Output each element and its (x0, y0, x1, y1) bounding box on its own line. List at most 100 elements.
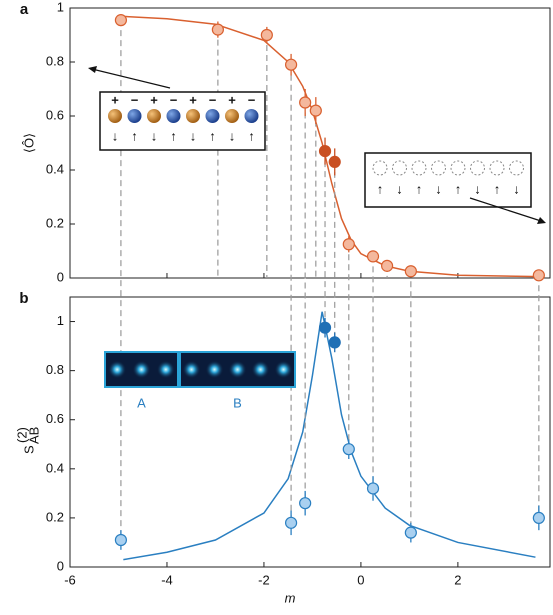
y-tick-label: 0.2 (46, 215, 64, 230)
plot-frame (69, 296, 551, 568)
region-label: A (137, 395, 146, 410)
x-tick-label: 0 (357, 572, 364, 587)
empty-site (372, 160, 388, 176)
spin-arrow: ↑ (377, 181, 384, 196)
x-axis-label: m (285, 590, 296, 605)
atom (108, 109, 122, 123)
x-tick-label: -6 (64, 572, 76, 587)
atom (186, 109, 200, 123)
charge-sign: − (209, 92, 217, 107)
empty-site (509, 160, 524, 176)
panel-label: b (19, 290, 28, 307)
spin-arrow: ↓ (190, 128, 197, 143)
ion-glow (132, 360, 151, 379)
charge-sign: + (150, 92, 158, 107)
spin-arrow: ↓ (474, 181, 481, 196)
inset-box (99, 91, 266, 151)
empty-site (431, 160, 446, 176)
data-point (342, 238, 355, 251)
data-point (342, 443, 355, 456)
y-axis-label: ⟨Ô⟩ (21, 133, 36, 153)
empty-site (470, 160, 485, 176)
spin-arrow: ↓ (435, 181, 442, 196)
charge-sign: − (170, 92, 178, 107)
fit-line (123, 311, 536, 561)
y-tick-label: 0 (57, 269, 64, 284)
data-point (284, 516, 298, 529)
charge-sign: − (248, 92, 256, 107)
y-label-sub: AB (26, 427, 41, 444)
ion-glow (108, 360, 127, 379)
data-point (284, 58, 298, 71)
data-point (328, 336, 341, 349)
ion-glow (251, 360, 270, 379)
x-tick-label: 2 (454, 572, 461, 587)
empty-site (392, 160, 407, 176)
y-tick-label: 0.6 (46, 107, 64, 122)
y-tick-label: 0.4 (46, 460, 64, 475)
data-point (114, 533, 128, 547)
empty-site (450, 160, 466, 176)
spin-arrow: ↑ (209, 128, 216, 143)
spin-arrow: ↑ (170, 128, 177, 143)
charge-sign: + (111, 92, 119, 107)
y-tick-label: 1 (57, 313, 64, 328)
data-point (114, 14, 128, 27)
y-label-main: S (21, 445, 36, 454)
data-point (318, 321, 332, 334)
y-tick-label: 0.6 (46, 411, 64, 426)
y-tick-label: 0.4 (46, 161, 64, 176)
panel-label: a (20, 1, 29, 18)
spin-arrow: ↑ (248, 128, 255, 143)
ion-glow (182, 360, 201, 379)
data-point (404, 526, 417, 539)
atom (225, 109, 239, 123)
pointer-arrow (91, 68, 171, 89)
empty-site (411, 160, 427, 176)
data-point (328, 155, 341, 168)
spin-arrow: ↑ (494, 181, 501, 196)
spin-arrow: ↓ (396, 181, 403, 196)
ion-glow (274, 360, 293, 379)
data-point (366, 482, 380, 495)
empty-site (489, 160, 505, 176)
y-tick-label: 1 (57, 0, 64, 14)
arrow-head (537, 217, 546, 224)
data-point (366, 250, 380, 263)
data-point (309, 104, 322, 117)
spin-arrow: ↑ (455, 181, 462, 196)
y-tick-label: 0.2 (46, 509, 64, 524)
data-point (532, 511, 545, 525)
ion-glow (205, 360, 224, 379)
atom (244, 109, 259, 123)
ion-glow (228, 360, 247, 379)
fit-line (118, 15, 541, 278)
data-point (260, 28, 273, 42)
ion-glow (156, 360, 175, 379)
spin-arrow: ↓ (151, 128, 158, 143)
data-point (380, 259, 394, 272)
plot-frame (69, 7, 551, 279)
atom (147, 109, 161, 123)
y-label-sup: (2) (14, 427, 29, 443)
x-tick-label: -2 (258, 572, 270, 587)
spin-arrow: ↑ (416, 181, 423, 196)
data-point (299, 497, 312, 510)
spin-arrow: ↓ (513, 181, 520, 196)
data-point (299, 96, 312, 109)
x-tick-label: -4 (161, 572, 173, 587)
data-point (404, 265, 417, 278)
charge-sign: − (131, 92, 139, 107)
inset-box (364, 152, 532, 208)
atom (205, 109, 220, 123)
pointer-arrow (469, 197, 542, 222)
region-label: B (233, 395, 242, 410)
atom (166, 109, 181, 123)
data-point (532, 269, 545, 282)
y-tick-label: 0 (57, 558, 64, 573)
y-axis-label: SAB(2) (14, 427, 41, 454)
arrow-head (88, 66, 97, 73)
atom (127, 109, 142, 123)
